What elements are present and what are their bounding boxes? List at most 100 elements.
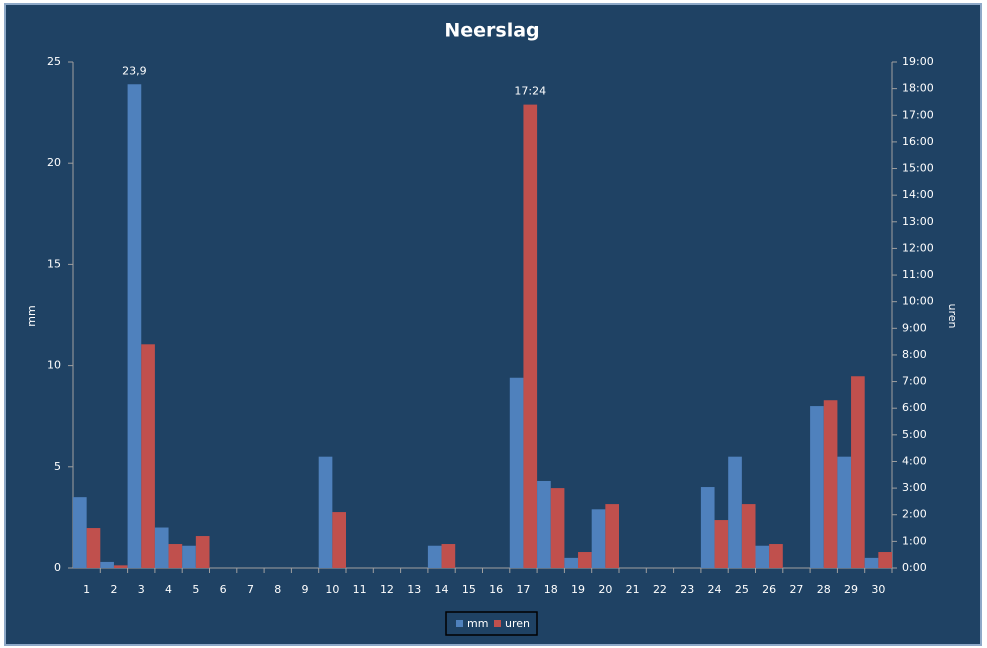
bar — [851, 376, 865, 568]
bar — [113, 565, 128, 568]
x-tick-label: 9 — [302, 583, 309, 596]
x-tick-label: 18 — [544, 583, 558, 596]
x-tick-label: 4 — [165, 583, 172, 596]
x-tick-label: 21 — [626, 583, 640, 596]
y-tick-label: 10 — [47, 359, 61, 372]
y2-tick-label: 5:00 — [902, 428, 927, 441]
y2-tick-label: 18:00 — [902, 82, 934, 95]
y-tick-label: 25 — [47, 55, 61, 68]
x-tick-label: 24 — [708, 583, 722, 596]
x-tick-label: 27 — [789, 583, 803, 596]
x-tick-label: 19 — [571, 583, 585, 596]
data-label: 17:24 — [514, 85, 546, 98]
bar — [141, 344, 155, 568]
x-tick-label: 7 — [247, 583, 254, 596]
y2-tick-label: 12:00 — [902, 241, 934, 254]
y-tick-label: 20 — [47, 156, 61, 169]
bar — [700, 487, 715, 568]
legend-swatch — [456, 620, 463, 627]
y-tick-label: 0 — [54, 561, 61, 574]
y2-tick-label: 17:00 — [902, 108, 934, 121]
bar — [509, 377, 524, 568]
legend-label: mm — [467, 617, 488, 630]
x-tick-label: 25 — [735, 583, 749, 596]
bar — [127, 84, 142, 568]
x-tick-label: 23 — [680, 583, 694, 596]
x-tick-label: 2 — [110, 583, 117, 596]
x-tick-label: 29 — [844, 583, 858, 596]
bar — [332, 512, 346, 568]
y2-tick-label: 8:00 — [902, 348, 927, 361]
bar — [441, 544, 456, 568]
bar — [714, 520, 729, 568]
y2-axis-label: uren — [946, 304, 959, 329]
y2-tick-label: 2:00 — [902, 508, 927, 521]
y-tick-label: 5 — [54, 460, 61, 473]
y2-tick-label: 6:00 — [902, 401, 927, 414]
bar — [755, 545, 770, 568]
x-tick-label: 28 — [817, 583, 831, 596]
y2-tick-label: 16:00 — [902, 135, 934, 148]
bar — [837, 456, 852, 568]
x-tick-label: 3 — [138, 583, 145, 596]
x-tick-label: 15 — [462, 583, 476, 596]
bar — [605, 504, 619, 568]
x-tick-label: 16 — [489, 583, 503, 596]
bar — [168, 544, 183, 568]
bar — [864, 557, 879, 568]
bar — [550, 488, 565, 568]
legend-box — [445, 611, 538, 636]
x-tick-label: 22 — [653, 583, 667, 596]
x-tick-label: 13 — [407, 583, 421, 596]
x-tick-label: 12 — [380, 583, 394, 596]
y2-tick-label: 9:00 — [902, 321, 927, 334]
y2-tick-label: 4:00 — [902, 454, 927, 467]
y2-tick-label: 19:00 — [902, 55, 934, 68]
data-label: 23,9 — [122, 64, 147, 77]
bar — [741, 504, 756, 568]
bar — [823, 400, 838, 568]
x-tick-label: 30 — [871, 583, 885, 596]
bar — [728, 456, 742, 568]
bar — [523, 104, 538, 568]
bar — [154, 527, 169, 568]
bar — [195, 536, 210, 568]
x-tick-label: 20 — [598, 583, 612, 596]
bar — [427, 545, 442, 568]
bar — [591, 509, 606, 568]
bar — [810, 406, 824, 568]
y-tick-label: 15 — [47, 257, 61, 270]
bar — [578, 552, 592, 568]
x-tick-label: 11 — [353, 583, 367, 596]
bar — [86, 528, 101, 568]
x-tick-label: 10 — [325, 583, 339, 596]
bar — [564, 557, 579, 568]
x-tick-label: 5 — [192, 583, 199, 596]
y2-tick-label: 15:00 — [902, 162, 934, 175]
legend-swatch — [494, 620, 501, 627]
y2-tick-label: 11:00 — [902, 268, 934, 281]
y-axis-label: mm — [25, 305, 38, 326]
x-tick-label: 26 — [762, 583, 776, 596]
bar — [318, 456, 333, 568]
x-tick-label: 14 — [435, 583, 449, 596]
bar — [878, 552, 892, 568]
y2-tick-label: 13:00 — [902, 215, 934, 228]
y2-tick-label: 3:00 — [902, 481, 927, 494]
bar — [537, 480, 551, 568]
x-tick-label: 17 — [516, 583, 530, 596]
y2-tick-label: 14:00 — [902, 188, 934, 201]
x-tick-label: 1 — [83, 583, 90, 596]
y2-tick-label: 7:00 — [902, 375, 927, 388]
bar — [73, 497, 87, 568]
bar — [769, 544, 783, 568]
bar — [100, 561, 114, 568]
y2-tick-label: 1:00 — [902, 534, 927, 547]
y2-tick-label: 10:00 — [902, 295, 934, 308]
bar — [182, 545, 196, 568]
legend-label: uren — [505, 617, 530, 630]
x-tick-label: 8 — [274, 583, 281, 596]
x-tick-label: 6 — [220, 583, 227, 596]
y2-tick-label: 0:00 — [902, 561, 927, 574]
